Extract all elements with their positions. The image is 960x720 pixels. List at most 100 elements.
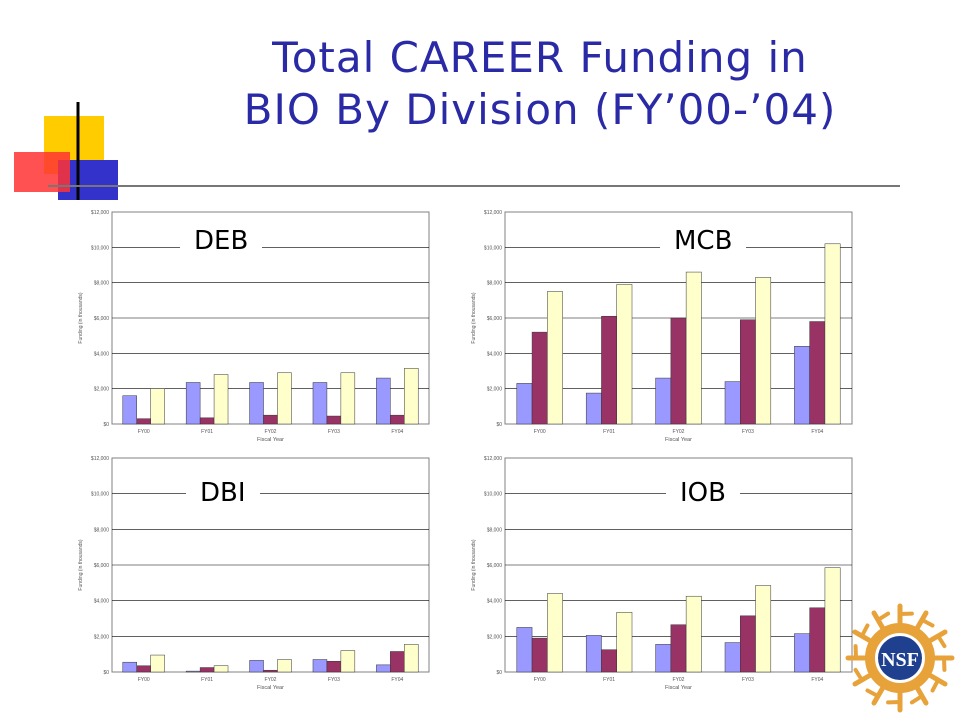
x-tick-label: FY04	[811, 429, 823, 435]
logo-globe	[878, 636, 922, 680]
x-tick-label: FY03	[328, 429, 340, 435]
bar-series-1	[516, 383, 533, 425]
nsf-logo: NSF	[845, 603, 955, 713]
bar-series-2	[531, 637, 548, 673]
bar-series-2	[809, 607, 826, 673]
bar-series-2	[136, 665, 151, 673]
x-tick-label: FY00	[138, 677, 150, 683]
y-tick-label: $4,000	[487, 351, 503, 357]
bar-series-2	[199, 417, 215, 425]
x-tick-label: FY01	[201, 429, 213, 435]
y-tick-label: $6,000	[487, 563, 503, 569]
chart-dbi: $0 $2,000 $4,000 $6,000 $8,000 $10,000 $12,000…	[78, 456, 430, 691]
y-tick-label: $0	[103, 670, 109, 676]
bar-series-1	[724, 642, 741, 673]
bar-series-3	[150, 388, 165, 425]
logo-ray-branch	[865, 688, 880, 699]
bar-series-2	[263, 414, 278, 425]
bar-series-2	[809, 321, 826, 425]
y-tick-label: $10,000	[91, 492, 109, 498]
x-tick-label: FY01	[603, 677, 615, 683]
y-tick-label: $12,000	[484, 210, 502, 216]
x-tick-label: FY01	[603, 429, 615, 435]
corner-decoration	[14, 102, 900, 200]
bar-series-2	[740, 615, 756, 673]
bar-series-3	[824, 243, 841, 425]
bar-series-3	[213, 374, 229, 425]
y-tick-label: $0	[496, 422, 502, 428]
bar-series-3	[277, 659, 292, 673]
y-tick-label: $8,000	[94, 527, 110, 533]
bar-series-3	[824, 567, 841, 673]
x-tick-label: FY00	[138, 429, 150, 435]
bar-series-2	[740, 319, 756, 425]
logo-ray-branch	[876, 611, 891, 622]
bar-series-3	[150, 654, 165, 673]
y-tick-label: $0	[103, 422, 109, 428]
logo-text: NSF	[881, 649, 919, 671]
logo-ray-branch	[930, 678, 941, 693]
x-tick-label: FY04	[391, 429, 403, 435]
x-tick-label: FY03	[742, 429, 754, 435]
bar-series-1	[249, 660, 264, 673]
y-tick-label: $2,000	[94, 387, 110, 393]
x-tick-label: FY03	[742, 677, 754, 683]
bar-series-3	[755, 277, 772, 425]
x-tick-label: FY04	[811, 677, 823, 683]
y-tick-label: $10,000	[91, 245, 109, 251]
bar-series-3	[755, 585, 772, 673]
bar-series-1	[185, 670, 201, 673]
bar-series-3	[404, 644, 419, 673]
x-axis-title: Fiscal Year	[257, 685, 284, 691]
bar-series-1	[312, 659, 328, 673]
y-tick-label: $6,000	[487, 316, 503, 322]
x-axis-title: Fiscal Year	[665, 437, 692, 443]
bar-series-2	[326, 415, 342, 425]
x-tick-label: FY02	[673, 677, 685, 683]
bar-series-3	[685, 595, 702, 673]
bar-series-2	[670, 317, 687, 425]
bar-series-3	[685, 271, 702, 425]
bar-series-1	[122, 395, 137, 425]
y-tick-label: $4,000	[94, 599, 110, 605]
bar-series-2	[531, 331, 548, 425]
logo-ring	[865, 623, 935, 693]
y-tick-label: $12,000	[91, 210, 109, 216]
bar-series-2	[601, 649, 617, 673]
logo-ray-branch	[909, 694, 924, 705]
bar-series-1	[794, 633, 810, 673]
chart-mcb: $0 $2,000 $4,000 $6,000 $8,000 $10,000 $12,000…	[471, 210, 853, 443]
panel-label-mcb: MCB	[660, 222, 747, 260]
panel-label-dbi: DBI	[186, 474, 260, 512]
x-tick-label: FY00	[534, 677, 546, 683]
y-tick-label: $4,000	[487, 599, 503, 605]
y-tick-label: $4,000	[94, 351, 110, 357]
x-tick-label: FY02	[265, 429, 277, 435]
y-tick-label: $2,000	[487, 634, 503, 640]
bar-series-1	[185, 382, 201, 425]
x-tick-label: FY03	[328, 677, 340, 683]
bar-series-3	[547, 291, 563, 425]
slide-title-line-1: Total CAREER Funding in	[272, 33, 808, 82]
y-tick-label: $2,000	[94, 634, 110, 640]
bar-series-3	[404, 368, 419, 425]
bar-series-2	[390, 651, 405, 673]
bar-series-1	[312, 382, 328, 425]
y-tick-label: $6,000	[94, 316, 110, 322]
bar-series-2	[199, 667, 215, 673]
y-tick-label: $12,000	[484, 456, 502, 462]
y-axis-title: Funding (in thousands)	[471, 292, 477, 343]
slide-title: Total CAREER Funding in BIO By Division …	[180, 32, 900, 136]
bar-series-3	[616, 284, 633, 425]
y-tick-label: $8,000	[487, 281, 503, 287]
x-tick-label: FY04	[391, 677, 403, 683]
x-tick-label: FY02	[673, 429, 685, 435]
bar-series-1	[376, 377, 391, 425]
x-axis-title: Fiscal Year	[665, 685, 692, 691]
bar-series-3	[616, 612, 633, 673]
bar-series-3	[340, 650, 356, 673]
x-tick-label: FY01	[201, 677, 213, 683]
bar-series-1	[585, 635, 602, 673]
panel-label-iob: IOB	[666, 474, 740, 512]
bar-series-1	[724, 381, 741, 425]
